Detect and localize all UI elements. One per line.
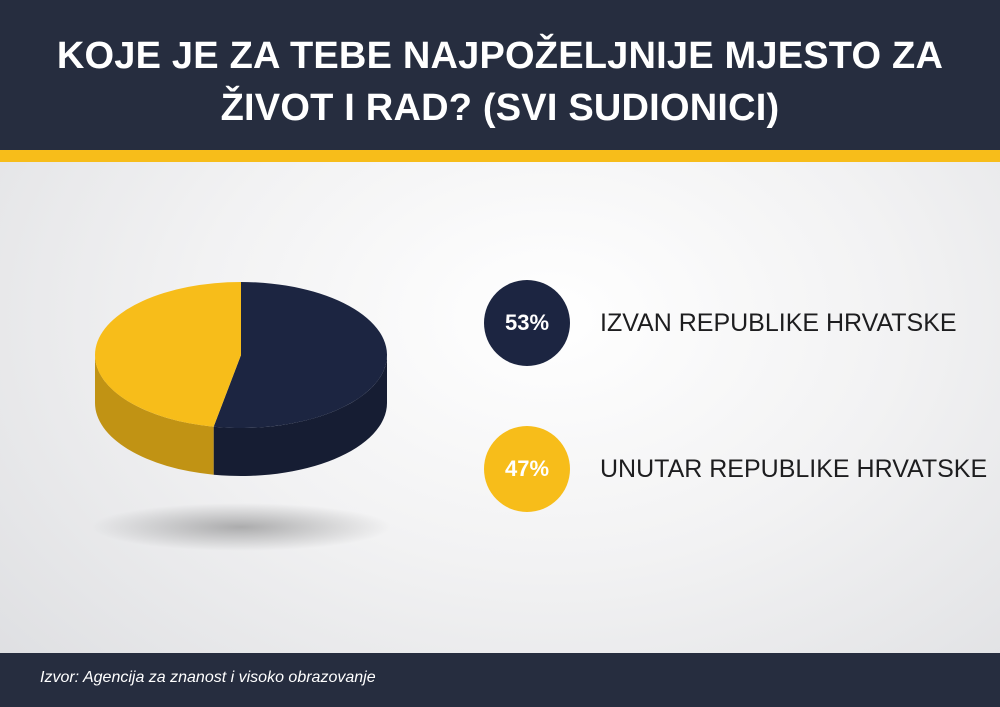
header-bar: KOJE JE ZA TEBE NAJPOŽELJNIJE MJESTO ZA …: [0, 0, 1000, 150]
pie-slice-0: [213, 282, 387, 428]
legend-label-unutar: UNUTAR REPUBLIKE HRVATSKE: [600, 455, 988, 483]
legend-label-izvan: IZVAN REPUBLIKE HRVATSKE: [600, 309, 957, 337]
footer-bar: Izvor: Agencija za znanost i visoko obra…: [0, 653, 1000, 707]
legend-badge-unutar: 47%: [484, 426, 570, 512]
legend-badge-izvan: 53%: [484, 280, 570, 366]
pie-slice-1: [94, 282, 241, 427]
source-note: Izvor: Agencija za znanost i visoko obra…: [40, 669, 376, 686]
accent-stripe: [0, 150, 1000, 162]
title-line-2: ŽIVOT I RAD? (SVI SUDIONICI): [220, 87, 780, 129]
pie-side-0: [213, 355, 387, 476]
pie-side-1: [95, 355, 214, 475]
chart-title: KOJE JE ZA TEBE NAJPOŽELJNIJE MJESTO ZA …: [40, 30, 960, 134]
pie-shadow: [91, 503, 391, 551]
legend-item-izvan: 53% IZVAN REPUBLIKE HRVATSKE: [484, 280, 984, 366]
title-line-1: KOJE JE ZA TEBE NAJPOŽELJNIJE MJESTO ZA: [56, 35, 944, 77]
legend-item-unutar: 47% UNUTAR REPUBLIKE HRVATSKE: [484, 426, 988, 512]
